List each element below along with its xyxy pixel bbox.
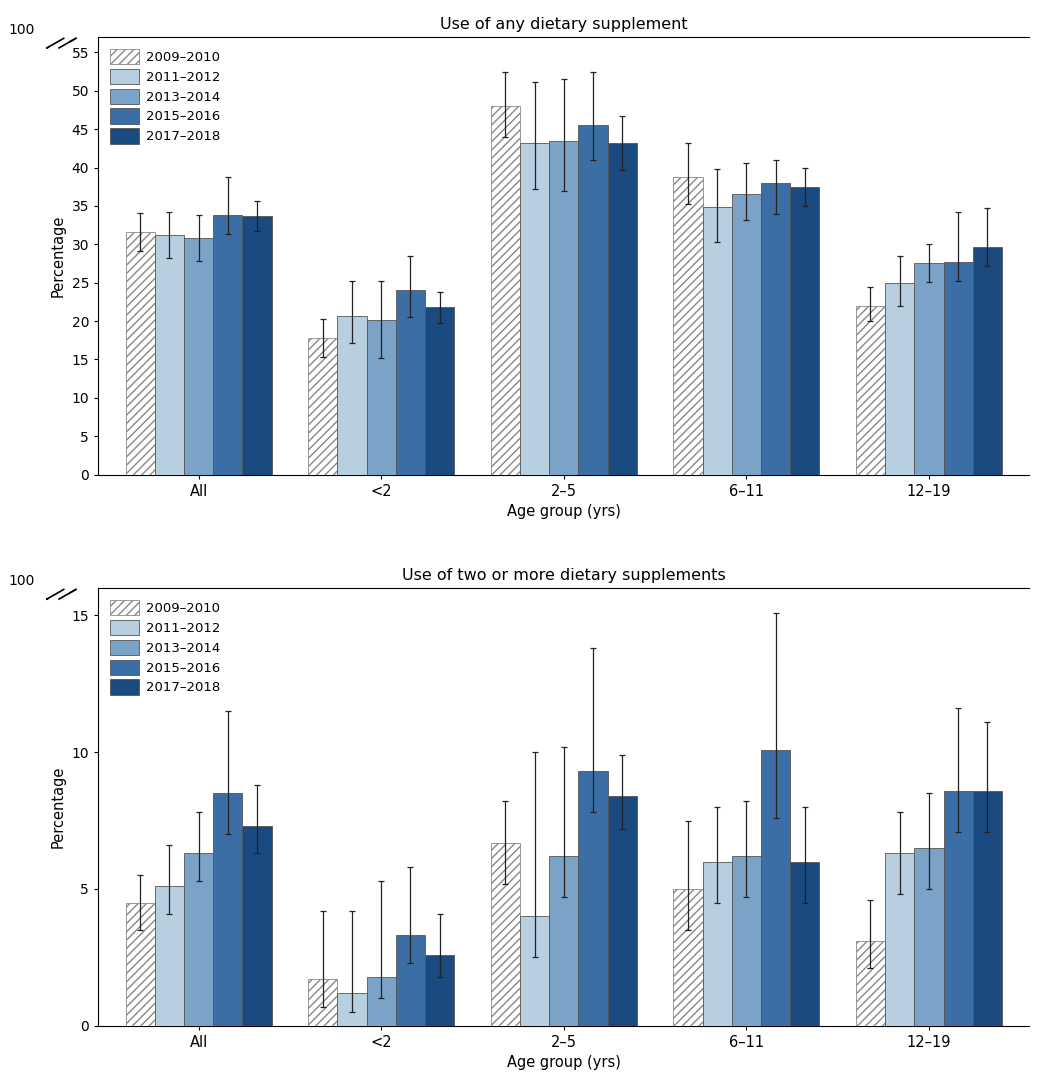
Bar — [856, 305, 885, 475]
Bar — [885, 853, 914, 1026]
FancyBboxPatch shape — [49, 585, 69, 601]
Bar — [914, 263, 943, 475]
Bar — [760, 750, 790, 1026]
Bar — [338, 315, 366, 475]
Text: 100: 100 — [8, 574, 35, 588]
Bar — [366, 976, 395, 1026]
Bar — [213, 215, 243, 475]
Bar — [760, 183, 790, 475]
Legend: 2009–2010, 2011–2012, 2013–2014, 2015–2016, 2017–2018: 2009–2010, 2011–2012, 2013–2014, 2015–20… — [105, 43, 225, 149]
Bar — [520, 143, 549, 475]
Bar — [425, 308, 454, 475]
Bar — [126, 232, 155, 475]
Bar — [885, 283, 914, 475]
Bar — [943, 790, 973, 1026]
Bar — [366, 320, 395, 475]
FancyBboxPatch shape — [49, 34, 69, 50]
Title: Use of any dietary supplement: Use of any dietary supplement — [440, 16, 687, 32]
Bar — [520, 916, 549, 1026]
Y-axis label: Percentage: Percentage — [51, 765, 66, 848]
Bar — [155, 886, 184, 1026]
Bar — [549, 857, 578, 1026]
Bar — [973, 790, 1002, 1026]
Bar — [578, 772, 608, 1026]
Bar — [856, 941, 885, 1026]
Bar — [491, 842, 520, 1026]
Text: 100: 100 — [8, 23, 35, 37]
Bar — [184, 238, 213, 475]
Bar — [184, 853, 213, 1026]
Bar — [943, 262, 973, 475]
Bar — [126, 902, 155, 1026]
Bar — [674, 889, 703, 1026]
Bar — [491, 107, 520, 475]
X-axis label: Age group (yrs): Age group (yrs) — [507, 1055, 620, 1071]
Bar — [578, 125, 608, 475]
Title: Use of two or more dietary supplements: Use of two or more dietary supplements — [402, 567, 726, 583]
Bar — [395, 936, 425, 1026]
Bar — [732, 193, 760, 475]
Bar — [608, 143, 637, 475]
Bar — [790, 187, 819, 475]
Bar — [243, 216, 272, 475]
Legend: 2009–2010, 2011–2012, 2013–2014, 2015–2016, 2017–2018: 2009–2010, 2011–2012, 2013–2014, 2015–20… — [105, 595, 225, 700]
Bar — [338, 992, 366, 1026]
Bar — [973, 247, 1002, 475]
Bar — [243, 826, 272, 1026]
Bar — [309, 979, 338, 1026]
Bar — [914, 848, 943, 1026]
Bar — [703, 208, 732, 475]
Bar — [703, 862, 732, 1026]
Bar — [425, 954, 454, 1026]
Bar — [732, 857, 760, 1026]
Bar — [674, 177, 703, 475]
Bar — [790, 862, 819, 1026]
Bar — [213, 794, 243, 1026]
Bar — [155, 235, 184, 475]
Y-axis label: Percentage: Percentage — [51, 214, 66, 297]
X-axis label: Age group (yrs): Age group (yrs) — [507, 504, 620, 520]
Bar — [549, 140, 578, 475]
Bar — [395, 290, 425, 475]
Bar — [608, 796, 637, 1026]
Bar — [309, 338, 338, 475]
